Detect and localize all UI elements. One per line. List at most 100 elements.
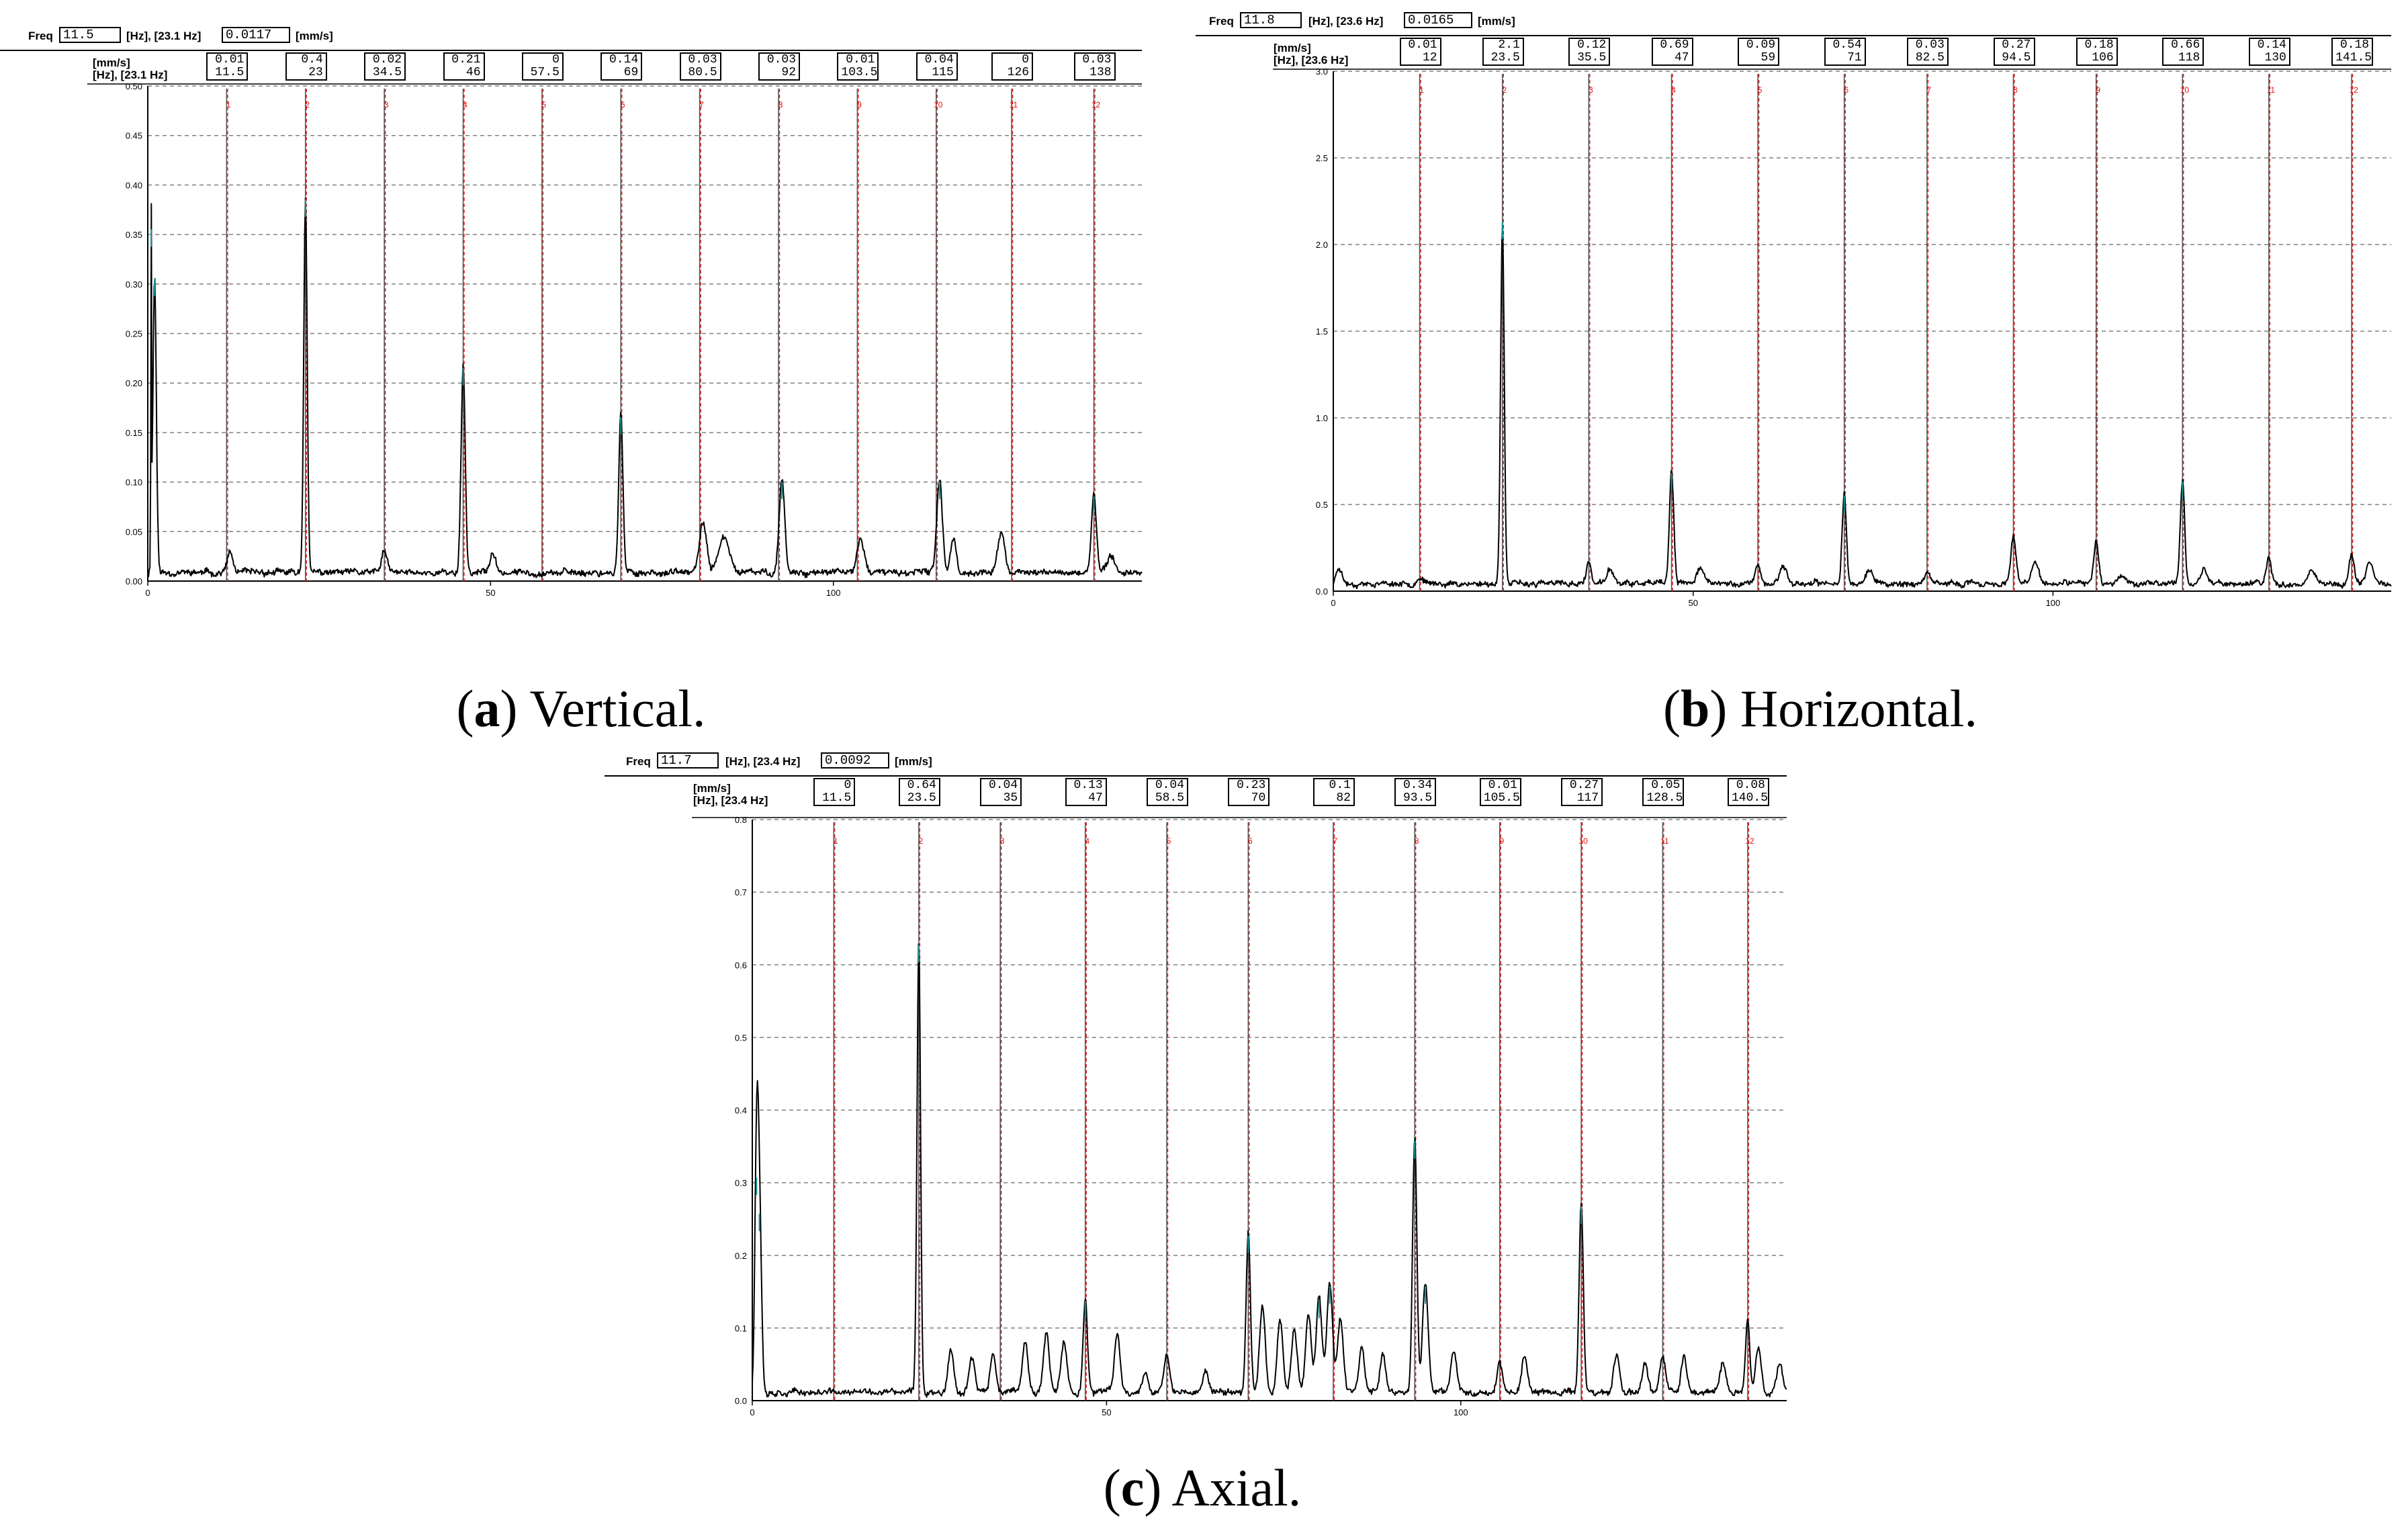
marker-amplitude: 0.23 [1237, 779, 1266, 792]
caption-paren: ( [456, 679, 474, 738]
marker-amplitude: 0.04 [924, 53, 954, 67]
harmonic-number: 3 [1000, 836, 1005, 846]
ytick-label: 0.15 [126, 428, 142, 438]
row-label-amp: [mm/s] [1274, 42, 1311, 54]
harmonic-marker-box: 0.14 69 [600, 52, 643, 81]
marker-amplitude: 0.01 [1488, 779, 1517, 792]
hz-info: [Hz], [23.6 Hz] [1308, 15, 1384, 28]
marker-amplitude: 0.03 [766, 53, 797, 67]
caption-axial: (c) Axial. [1104, 1458, 1302, 1518]
caption-text: ) Axial. [1144, 1458, 1302, 1517]
ytick-label: 0.25 [126, 329, 142, 339]
row-label-amp: [mm/s] [93, 56, 130, 69]
harmonic-marker-box: 0 126 [991, 52, 1034, 81]
marker-amplitude: 0.4 [301, 53, 323, 67]
amp-value-box: 0.0117 [222, 27, 290, 43]
harmonic-marker-box: 0.18 106 [2076, 38, 2118, 66]
ytick-label: 0.30 [126, 279, 142, 290]
ytick-label: 0.5 [1316, 500, 1328, 510]
row-label-hz: [Hz], [23.4 Hz] [693, 794, 768, 807]
harmonic-number: 4 [463, 100, 467, 109]
xtick-label: 50 [1102, 1407, 1111, 1417]
freq-value-box: 11.7 [657, 752, 719, 769]
marker-amplitude: 0.18 [2084, 38, 2114, 52]
marker-frequency: 11.5 [822, 791, 852, 805]
harmonic-marker-box: 0.01 12 [1399, 38, 1441, 66]
harmonic-marker-box: 0.03 138 [1073, 52, 1116, 81]
spectrum-trace [752, 943, 1787, 1398]
marker-amplitude: 0.09 [1746, 38, 1776, 52]
harmonic-number: 1 [1419, 85, 1424, 95]
marker-amplitude: 0.21 [451, 53, 481, 67]
spectrum-plot-vertical: 0.000.050.100.150.200.250.300.350.400.45… [0, 50, 1143, 598]
marker-frequency: 118 [2178, 51, 2200, 64]
ytick-label: 0.20 [126, 378, 142, 388]
xtick-label: 50 [486, 588, 495, 598]
harmonic-number: 10 [934, 100, 943, 109]
harmonic-number: 5 [1167, 836, 1171, 846]
harmonic-number: 10 [2180, 85, 2190, 95]
marker-frequency: 35.5 [1577, 51, 1607, 64]
harmonic-marker-box: 0.34 93.5 [1394, 778, 1437, 806]
harmonic-marker-box: 0.18 141.5 [2331, 38, 2374, 66]
xtick-label: 50 [1688, 598, 1697, 608]
marker-frequency: 35 [1003, 791, 1018, 805]
marker-amplitude: 0.05 [1651, 779, 1681, 792]
harmonic-marker-box: 0.13 47 [1065, 778, 1107, 806]
marker-frequency: 117 [1576, 791, 1599, 805]
hz-info: [Hz], [23.1 Hz] [126, 30, 202, 42]
harmonic-marker-box: 0.69 47 [1651, 38, 1693, 66]
spectrum-panel-axial: Freq 11.7 [Hz], [23.4 Hz] 0.0092 [mm/s] … [605, 746, 1800, 1424]
marker-amplitude: 0.03 [1915, 38, 1945, 52]
harmonic-number: 1 [834, 836, 838, 846]
harmonic-marker-box: 0.09 59 [1738, 38, 1780, 66]
ytick-label: 3.0 [1316, 67, 1328, 77]
marker-frequency: 141.5 [2335, 51, 2372, 64]
freq-label: Freq [28, 30, 53, 42]
marker-amplitude: 0.08 [1736, 779, 1765, 792]
row-label-amp: [mm/s] [693, 782, 731, 795]
marker-amplitude: 0.64 [907, 779, 936, 792]
harmonic-marker-box: 0.23 70 [1228, 778, 1270, 806]
harmonic-marker-box: 0 57.5 [521, 52, 564, 81]
harmonic-number: 7 [1333, 836, 1338, 846]
marker-frequency: 59 [1760, 51, 1776, 64]
harmonic-number: 8 [2013, 85, 2018, 95]
spectrum-trace [147, 198, 1143, 578]
ytick-label: 0.7 [735, 887, 747, 897]
harmonic-number: 5 [542, 100, 547, 109]
marker-frequency: 69 [623, 66, 639, 79]
harmonic-marker-box: 0.05 128.5 [1642, 778, 1685, 806]
harmonic-marker-box: 0.27 94.5 [1993, 38, 2035, 66]
marker-amplitude: 0.27 [2002, 38, 2031, 52]
harmonic-number: 3 [384, 100, 389, 109]
marker-amplitude: 0.14 [609, 53, 639, 67]
unit-label: [mm/s] [895, 755, 932, 768]
harmonic-marker-box: 0.04 58.5 [1147, 778, 1189, 806]
marker-frequency: 70 [1251, 791, 1266, 805]
harmonic-number: 6 [1844, 85, 1848, 95]
harmonic-marker-box: 0.21 46 [443, 52, 485, 81]
harmonic-number: 11 [2267, 85, 2276, 95]
caption-vertical: (a) Vertical. [456, 678, 705, 739]
marker-frequency: 47 [1088, 791, 1103, 805]
harmonic-number: 4 [1085, 836, 1089, 846]
harmonic-number: 9 [857, 100, 862, 109]
marker-amplitude: 2.1 [1498, 38, 1520, 52]
caption-letter: a [474, 679, 500, 738]
marker-frequency: 82 [1336, 791, 1351, 805]
ytick-label: 0.35 [126, 230, 142, 240]
harmonic-number: 6 [621, 100, 625, 109]
harmonic-number: 8 [778, 100, 783, 109]
harmonic-marker-box: 0.66 118 [2162, 38, 2204, 66]
marker-frequency: 126 [1007, 66, 1030, 79]
xtick-label: 0 [1331, 598, 1335, 608]
spectrum-panel-vertical: Freq 11.5 [Hz], [23.1 Hz] 0.0117 [mm/s] … [0, 0, 1155, 605]
harmonic-marker-box: 0.14 130 [2248, 38, 2290, 66]
marker-frequency: 94.5 [2002, 51, 2031, 64]
marker-amplitude: 0.18 [2339, 38, 2370, 52]
caption-horizontal: (b) Horizontal. [1663, 678, 1977, 739]
marker-amplitude: 0.12 [1577, 38, 1607, 52]
ytick-label: 0.00 [126, 576, 142, 586]
